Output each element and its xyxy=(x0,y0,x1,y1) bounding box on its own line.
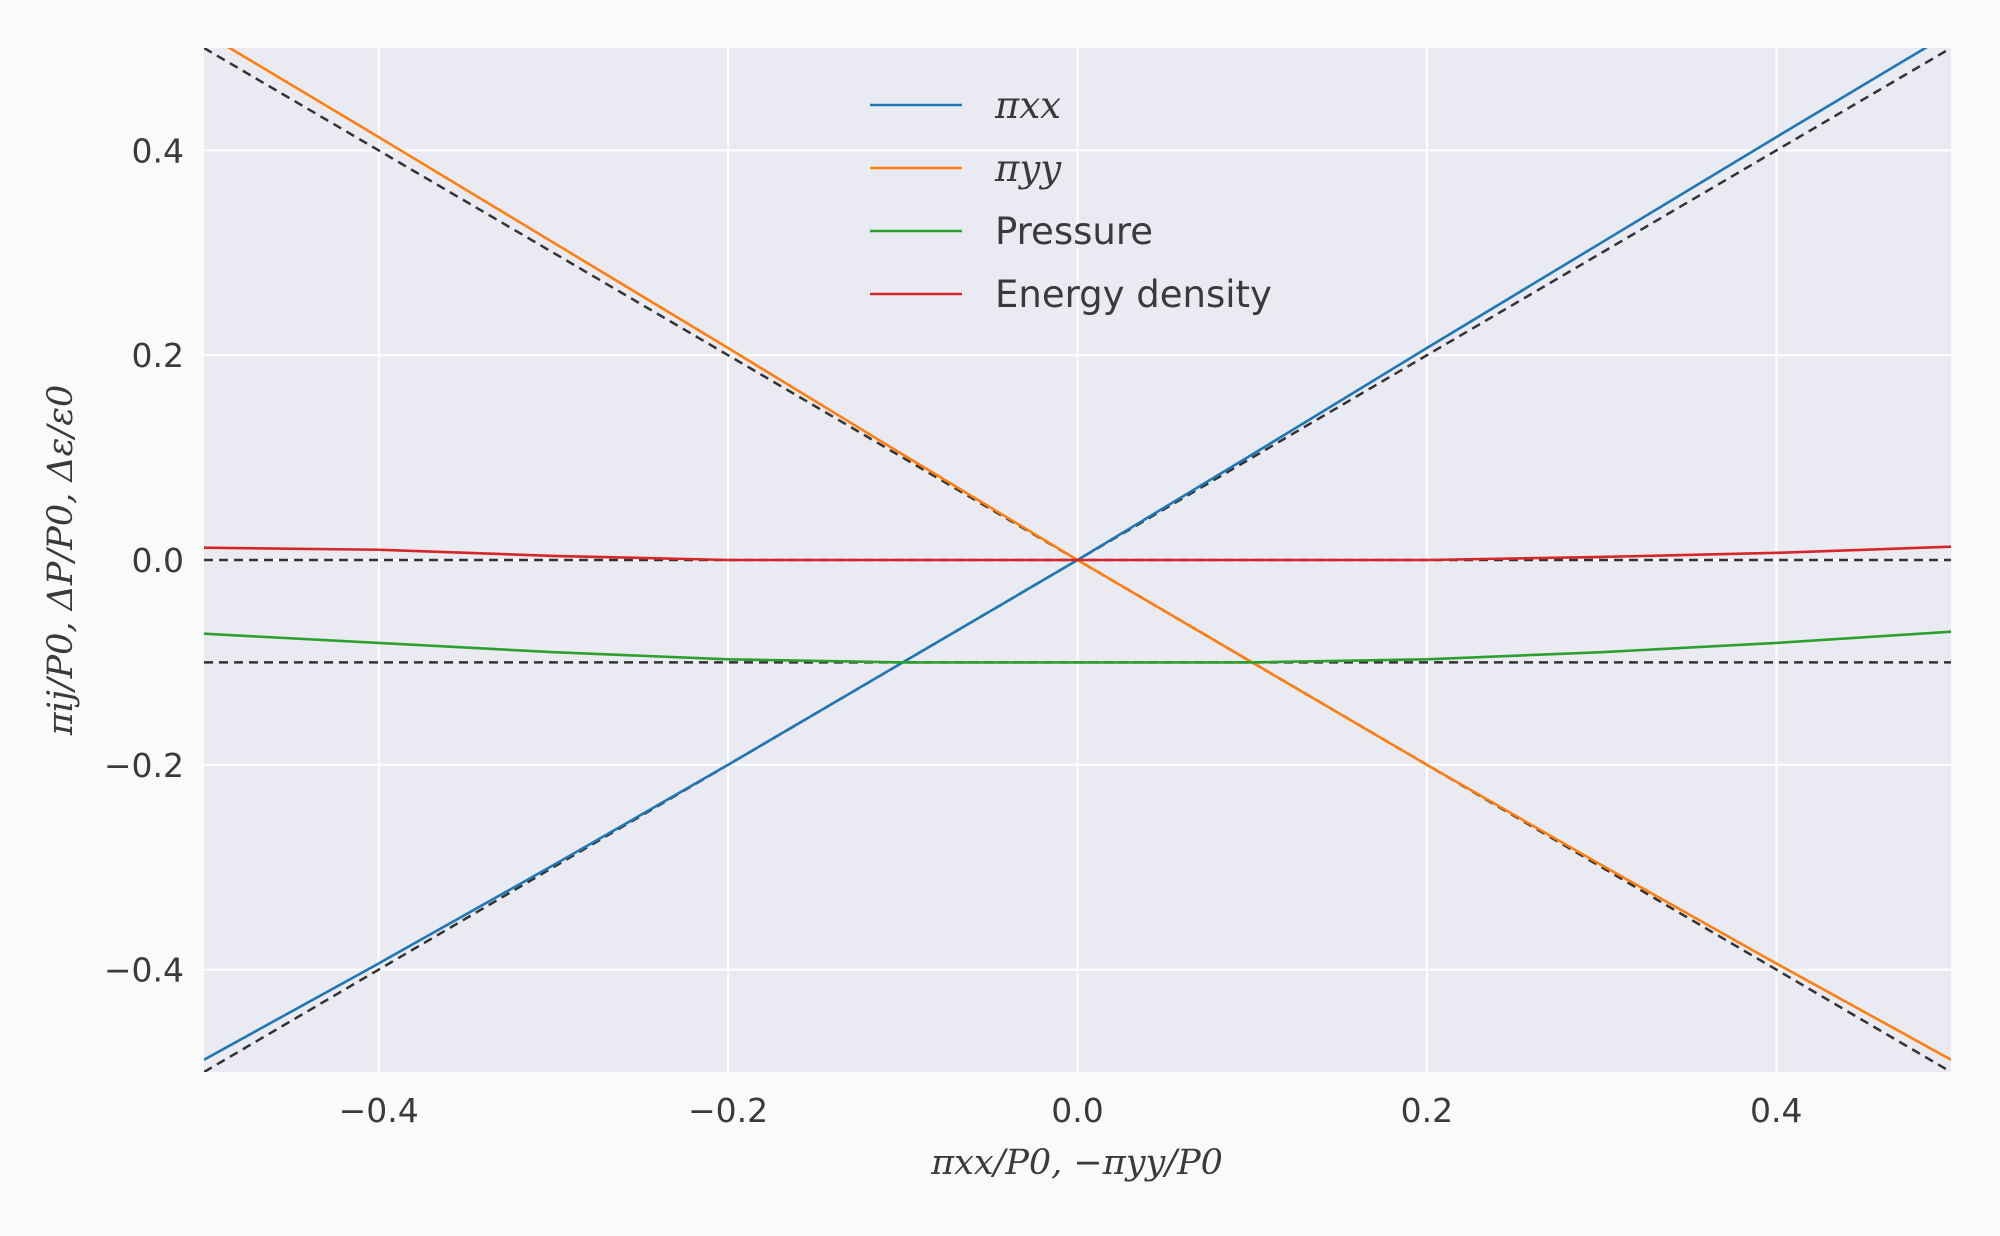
legend-label: πyy xyxy=(994,147,1062,190)
legend-label: Energy density xyxy=(995,273,1272,316)
legend-label: Pressure xyxy=(995,210,1153,253)
x-tick-label: 0.4 xyxy=(1750,1091,1802,1130)
data-series xyxy=(204,48,1951,1061)
x-tick-label: 0.2 xyxy=(1401,1091,1453,1130)
x-tick-labels: −0.4 −0.2 0.0 0.2 0.4 xyxy=(339,1091,1803,1130)
legend: πxx πyy Pressure Energy density xyxy=(870,84,1272,316)
series-line xyxy=(204,545,1951,562)
y-axis-label: πij/P0, ΔP/P0, Δε/ε0 xyxy=(41,385,81,737)
x-tick-label: −0.2 xyxy=(688,1091,768,1130)
x-tick-label: −0.4 xyxy=(339,1091,419,1130)
legend-label: πxx xyxy=(994,84,1061,127)
y-tick-label: 0.0 xyxy=(132,541,184,580)
series-line xyxy=(204,630,1951,664)
y-tick-label: 0.4 xyxy=(132,131,184,170)
y-tick-label: −0.2 xyxy=(104,746,184,785)
y-tick-label: −0.4 xyxy=(104,951,184,990)
x-axis-label: πxx/P0, −πyy/P0 xyxy=(930,1143,1223,1183)
y-tick-label: 0.2 xyxy=(132,336,184,375)
x-tick-label: 0.0 xyxy=(1051,1091,1103,1130)
y-tick-labels: −0.4 −0.2 0.0 0.2 0.4 xyxy=(104,131,184,989)
